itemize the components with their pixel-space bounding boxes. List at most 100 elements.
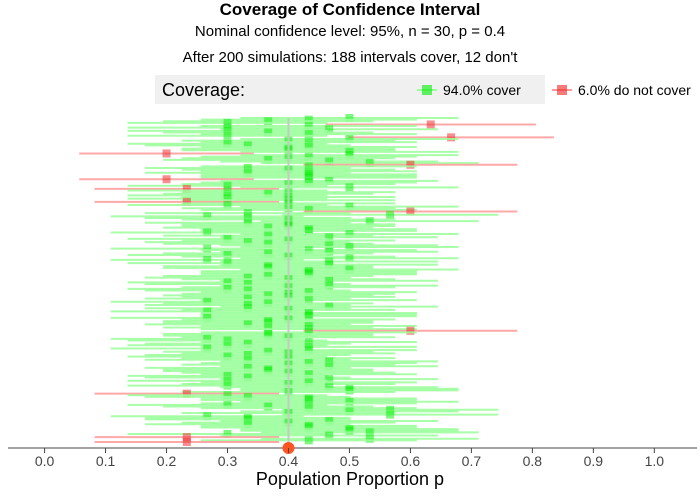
estimate-point-cover[interactable] — [223, 278, 232, 287]
estimate-point-cover[interactable] — [345, 202, 354, 211]
estimate-point-cover[interactable] — [304, 270, 313, 279]
estimate-point-cover[interactable] — [243, 218, 252, 227]
estimate-point-cover[interactable] — [304, 122, 313, 131]
estimate-point-cover[interactable] — [264, 231, 273, 240]
estimate-point-cover[interactable] — [243, 355, 252, 364]
estimate-point-cover[interactable] — [304, 178, 313, 187]
estimate-point-cover[interactable] — [325, 375, 334, 384]
estimate-point-cover[interactable] — [223, 376, 232, 385]
estimate-point-nocover[interactable] — [426, 120, 435, 129]
estimate-point-cover[interactable] — [304, 226, 313, 235]
estimate-point-cover[interactable] — [264, 347, 273, 356]
estimate-point-cover[interactable] — [243, 273, 252, 282]
estimate-point-cover[interactable] — [243, 415, 252, 424]
estimate-point-cover[interactable] — [345, 183, 354, 192]
estimate-point-cover[interactable] — [264, 128, 273, 137]
estimate-point-cover[interactable] — [203, 255, 212, 264]
estimate-point-cover[interactable] — [345, 254, 354, 263]
estimate-point-cover[interactable] — [203, 313, 212, 322]
estimate-point-cover[interactable] — [386, 410, 395, 419]
estimate-point-cover[interactable] — [223, 131, 232, 140]
estimate-point-cover[interactable] — [223, 400, 232, 409]
estimate-point-nocover[interactable] — [182, 389, 191, 398]
estimate-point-cover[interactable] — [264, 249, 273, 258]
estimate-point-cover[interactable] — [243, 163, 252, 172]
estimate-point-nocover[interactable] — [406, 207, 415, 216]
estimate-point-cover[interactable] — [365, 434, 374, 443]
estimate-point-cover[interactable] — [223, 429, 232, 438]
estimate-point-cover[interactable] — [345, 426, 354, 435]
estimate-point-cover[interactable] — [243, 168, 252, 177]
estimate-point-cover[interactable] — [264, 299, 273, 308]
estimate-point-cover[interactable] — [243, 363, 252, 372]
estimate-point-cover[interactable] — [345, 242, 354, 251]
estimate-point-cover[interactable] — [304, 296, 313, 305]
estimate-point-cover[interactable] — [325, 383, 334, 392]
estimate-point-cover[interactable] — [264, 318, 273, 327]
estimate-point-cover[interactable] — [203, 228, 212, 237]
estimate-point-cover[interactable] — [325, 233, 334, 242]
estimate-point-cover[interactable] — [264, 117, 273, 126]
estimate-point-cover[interactable] — [203, 212, 212, 221]
estimate-point-cover[interactable] — [243, 294, 252, 303]
estimate-point-cover[interactable] — [203, 244, 212, 253]
estimate-point-cover[interactable] — [325, 281, 334, 290]
estimate-point-cover[interactable] — [223, 259, 232, 268]
estimate-point-cover[interactable] — [304, 346, 313, 355]
estimate-point-cover[interactable] — [223, 251, 232, 260]
estimate-point-cover[interactable] — [243, 141, 252, 150]
estimate-point-cover[interactable] — [264, 155, 273, 164]
estimate-point-cover[interactable] — [304, 378, 313, 387]
estimate-point-cover[interactable] — [223, 118, 232, 127]
estimate-point-cover[interactable] — [304, 436, 313, 445]
estimate-point-cover[interactable] — [304, 370, 313, 379]
estimate-point-cover[interactable] — [203, 412, 212, 421]
estimate-point-cover[interactable] — [386, 405, 395, 414]
estimate-point-cover[interactable] — [223, 391, 232, 400]
estimate-point-nocover[interactable] — [406, 326, 415, 335]
estimate-point-cover[interactable] — [243, 286, 252, 295]
estimate-point-cover[interactable] — [365, 428, 374, 437]
estimate-point-cover[interactable] — [304, 130, 313, 139]
estimate-point-nocover[interactable] — [182, 197, 191, 206]
estimate-point-cover[interactable] — [325, 157, 334, 166]
estimate-point-nocover[interactable] — [162, 175, 171, 184]
estimate-point-cover[interactable] — [223, 371, 232, 380]
estimate-point-cover[interactable] — [243, 373, 252, 382]
estimate-point-cover[interactable] — [325, 431, 334, 440]
estimate-point-cover[interactable] — [345, 230, 354, 239]
estimate-point-cover[interactable] — [243, 209, 252, 218]
estimate-point-nocover[interactable] — [447, 133, 456, 142]
estimate-point-cover[interactable] — [223, 341, 232, 350]
estimate-point-cover[interactable] — [264, 291, 273, 300]
estimate-point-cover[interactable] — [304, 173, 313, 182]
estimate-point-cover[interactable] — [325, 247, 334, 256]
estimate-point-cover[interactable] — [325, 276, 334, 285]
estimate-point-cover[interactable] — [243, 339, 252, 348]
estimate-point-cover[interactable] — [304, 138, 313, 147]
estimate-point-cover[interactable] — [304, 312, 313, 321]
estimate-point-cover[interactable] — [304, 115, 313, 124]
estimate-point-cover[interactable] — [264, 223, 273, 232]
estimate-point-cover[interactable] — [264, 367, 273, 376]
estimate-point-cover[interactable] — [243, 280, 252, 289]
estimate-point-cover[interactable] — [345, 134, 354, 143]
estimate-point-cover[interactable] — [304, 338, 313, 347]
estimate-point-cover[interactable] — [365, 159, 374, 168]
estimate-point-cover[interactable] — [345, 151, 354, 160]
estimate-point-cover[interactable] — [203, 334, 212, 343]
estimate-point-cover[interactable] — [304, 328, 313, 337]
estimate-point-cover[interactable] — [304, 162, 313, 171]
estimate-point-nocover[interactable] — [182, 184, 191, 193]
estimate-point-cover[interactable] — [345, 397, 354, 406]
estimate-point-cover[interactable] — [223, 139, 232, 148]
estimate-point-cover[interactable] — [304, 152, 313, 161]
estimate-point-cover[interactable] — [264, 323, 273, 332]
estimate-point-cover[interactable] — [304, 205, 313, 214]
estimate-point-cover[interactable] — [386, 210, 395, 219]
estimate-point-cover[interactable] — [304, 399, 313, 408]
estimate-point-nocover[interactable] — [182, 438, 191, 446]
estimate-point-cover[interactable] — [304, 143, 313, 152]
estimate-point-cover[interactable] — [325, 260, 334, 269]
estimate-point-cover[interactable] — [223, 234, 232, 243]
